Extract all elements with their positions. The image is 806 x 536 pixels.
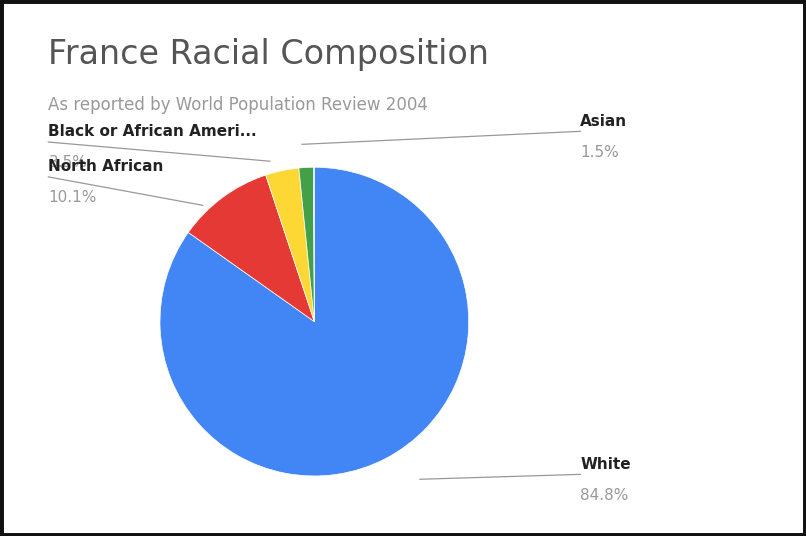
Text: 3.5%: 3.5% bbox=[48, 155, 87, 170]
Text: Asian: Asian bbox=[580, 114, 627, 129]
Wedge shape bbox=[189, 175, 314, 322]
Text: North African: North African bbox=[48, 159, 164, 174]
Text: White: White bbox=[580, 457, 631, 472]
Text: Black or African Ameri...: Black or African Ameri... bbox=[48, 124, 257, 139]
Text: As reported by World Population Review 2004: As reported by World Population Review 2… bbox=[48, 96, 428, 115]
Wedge shape bbox=[160, 167, 469, 476]
Text: 84.8%: 84.8% bbox=[580, 488, 629, 503]
Wedge shape bbox=[299, 167, 314, 322]
Text: France Racial Composition: France Racial Composition bbox=[48, 38, 489, 71]
Text: 1.5%: 1.5% bbox=[580, 145, 619, 160]
Wedge shape bbox=[266, 168, 314, 322]
Text: 10.1%: 10.1% bbox=[48, 190, 97, 205]
